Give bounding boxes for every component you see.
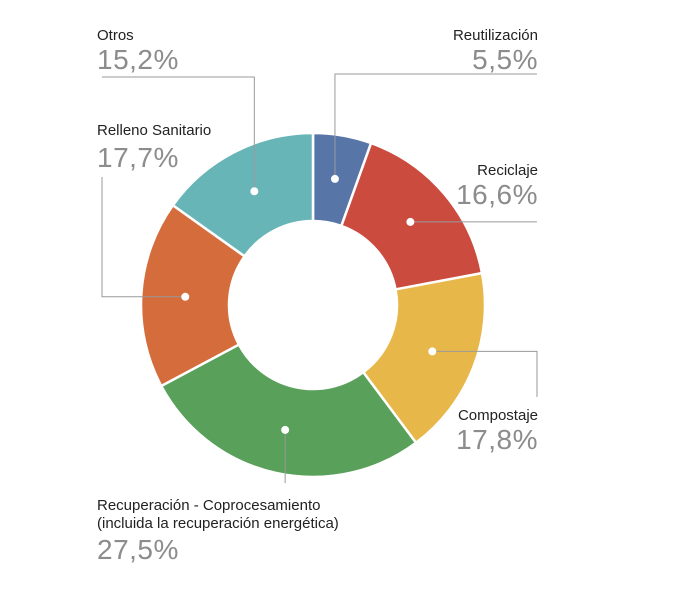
- label-recuperacion-line1: Recuperación - Coprocesamiento: [97, 497, 321, 514]
- marker-dot-recuperacion: [281, 425, 290, 434]
- slice-recuperacion: [159, 342, 418, 479]
- value-otros: 15,2%: [97, 44, 179, 75]
- value-reutilizacion: 5,5%: [472, 44, 538, 75]
- marker-dot-reutilizacion: [330, 174, 339, 183]
- value-reciclaje: 16,6%: [456, 179, 538, 210]
- value-recuperacion: 27,5%: [97, 534, 179, 565]
- label-recuperacion-line2: (incluida la recuperación energética): [97, 515, 339, 532]
- slice-relleno-sanitario: [139, 203, 247, 388]
- value-relleno-sanitario: 17,7%: [97, 142, 179, 173]
- marker-dot-relleno-sanitario: [181, 292, 190, 301]
- slice-compostaje: [361, 271, 487, 445]
- label-reutilizacion: Reutilización: [452, 27, 538, 44]
- label-otros: Otros: [97, 27, 134, 44]
- leader-line-compostaje: [432, 350, 538, 397]
- marker-dot-otros: [250, 187, 259, 196]
- slice-reciclaje: [339, 141, 484, 291]
- label-relleno-sanitario: Relleno Sanitario: [97, 122, 212, 139]
- value-compostaje: 17,8%: [456, 424, 538, 455]
- marker-dot-compostaje: [428, 347, 437, 356]
- leader-line-relleno-sanitario: [101, 177, 186, 298]
- slice-otros: [171, 131, 315, 259]
- marker-dot-reciclaje: [406, 217, 415, 226]
- leader-line-otros: [102, 76, 255, 192]
- leader-line-reutilizacion: [334, 73, 537, 179]
- label-compostaje: Compostaje: [457, 407, 538, 424]
- label-reciclaje: Reciclaje: [477, 162, 538, 179]
